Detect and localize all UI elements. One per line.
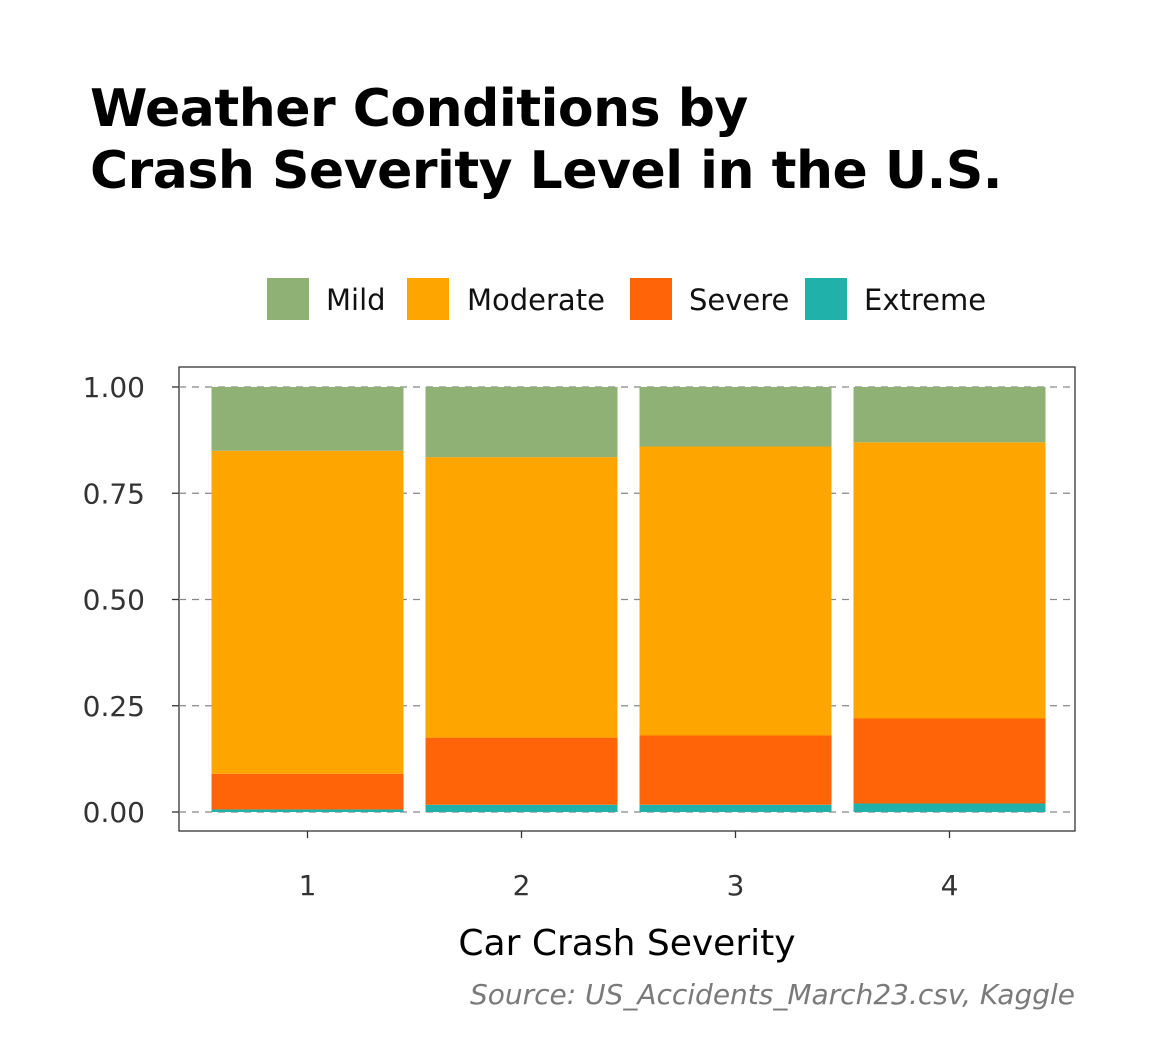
bars [211,387,1046,812]
legend-label-severe: Severe [689,283,789,317]
y-tick-label: 1.00 [83,371,145,404]
bar-segment-extreme-1 [211,809,404,812]
bar-segment-mild-3 [639,387,832,447]
bar-segment-severe-4 [853,718,1046,804]
y-tick-label: 0.75 [83,477,145,510]
legend-swatch-mild [267,278,309,320]
bar-segment-mild-4 [853,387,1046,443]
x-tick-label: 1 [299,869,317,902]
x-tick-label: 4 [941,869,959,902]
chart-title-line-1: Weather Conditions by [90,79,748,139]
x-axis-title: Car Crash Severity [458,923,795,964]
bar-segment-moderate-1 [211,450,404,774]
bar-segment-severe-2 [425,737,618,805]
chart-title-line-2: Crash Severity Level in the U.S. [90,141,1003,201]
bar-segment-moderate-4 [853,442,1046,719]
y-axis: 0.00 0.25 0.50 0.75 1.00 [83,371,179,829]
bar-segment-moderate-2 [425,457,618,738]
legend-swatch-extreme [805,278,847,320]
bar-segment-severe-1 [211,773,404,810]
legend-label-moderate: Moderate [467,283,605,317]
bar-segment-mild-1 [211,387,404,451]
x-tick-label: 2 [513,869,531,902]
chart-title: Weather Conditions by Crash Severity Lev… [90,78,1090,202]
bar-segment-mild-2 [425,387,618,458]
x-axis: 1 2 3 4 [299,831,959,902]
legend-label-extreme: Extreme [864,283,986,317]
bar-segment-severe-3 [639,735,832,805]
y-tick-label: 0.50 [83,584,145,617]
bar-segment-extreme-2 [425,804,618,812]
legend-swatch-moderate [407,278,449,320]
source-caption: Source: US_Accidents_March23.csv, Kaggle [470,978,1075,1011]
legend-swatch-severe [630,278,672,320]
legend-label-mild: Mild [326,283,386,317]
y-tick-label: 0.00 [83,796,145,829]
y-tick-label: 0.25 [83,690,145,723]
bar-segment-extreme-3 [639,804,832,812]
bar-segment-moderate-3 [639,446,832,736]
bar-segment-extreme-4 [853,803,1046,812]
x-tick-label: 3 [727,869,745,902]
legend: Mild Moderate Severe Extreme [267,278,986,320]
